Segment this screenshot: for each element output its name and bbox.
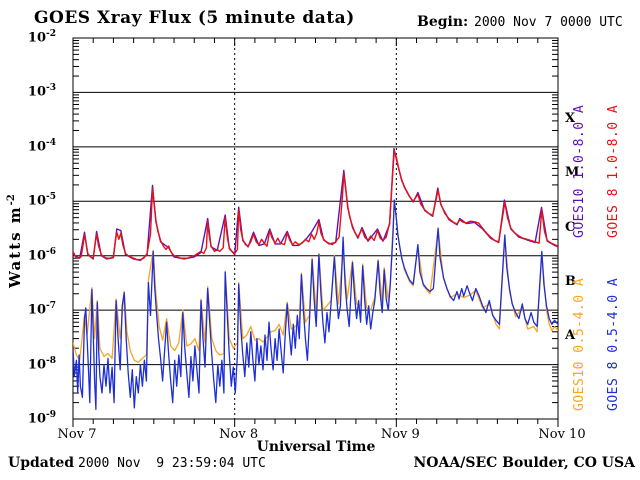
flux-class-a: A — [565, 328, 576, 344]
updated-value: 2000 Nov 9 23:59:04 UTC — [78, 456, 266, 471]
updated-label: Updated — [8, 455, 75, 471]
y-axis-title: Watts m-2 — [6, 194, 24, 288]
y-tick-label-1e-3: 10-3 — [27, 83, 56, 100]
y-tick-label-1e-4: 10-4 — [27, 137, 56, 155]
chart-title: GOES Xray Flux (5 minute data) — [34, 8, 355, 28]
begin-label: Begin: — [417, 14, 469, 30]
x-tick-label-nov-8: Nov 8 — [219, 427, 259, 442]
series-goes10-1-0-8-0-a — [73, 147, 558, 262]
x-tick-label-nov-9: Nov 9 — [380, 427, 420, 442]
begin-value: 2000 Nov 7 0000 UTC — [474, 15, 623, 30]
flux-class-x: X — [565, 110, 576, 126]
y-tick-label-1e-7: 10-7 — [27, 301, 56, 318]
y-tick-label-1e-6: 10-6 — [27, 246, 56, 264]
plot-frame — [72, 37, 559, 420]
x-tick-label-nov-7: Nov 7 — [57, 427, 97, 442]
flux-class-b: B — [565, 273, 576, 289]
flux-class-c: C — [565, 219, 576, 235]
legend-goes10-1-0-8-0-a: GOES10 1.0-8.0 A — [572, 104, 587, 238]
legend-goes10-0-5-4-0-a: GOES10 0.5-4.0 A — [572, 277, 587, 411]
x-tick-label-nov-10: Nov 10 — [538, 427, 586, 442]
y-tick-label-1e-5: 10-5 — [27, 192, 56, 209]
credit: NOAA/SEC Boulder, CO USA — [413, 455, 636, 471]
series-goes-8-0-5-4-0-a — [73, 199, 558, 411]
y-tick-label-1e-9: 10-9 — [27, 410, 56, 427]
x-axis-title: Universal Time — [256, 439, 376, 455]
y-tick-label-1e-2: 10-2 — [27, 29, 56, 46]
y-tick-label-1e-8: 10-8 — [27, 355, 56, 372]
series-goes-8-1-0-8-0-a — [73, 149, 558, 261]
flux-class-m: M — [565, 165, 580, 181]
legend-goes-8-1-0-8-0-a: GOES 8 1.0-8.0 A — [606, 104, 621, 238]
legend-goes-8-0-5-4-0-a: GOES 8 0.5-4.0 A — [606, 277, 621, 411]
